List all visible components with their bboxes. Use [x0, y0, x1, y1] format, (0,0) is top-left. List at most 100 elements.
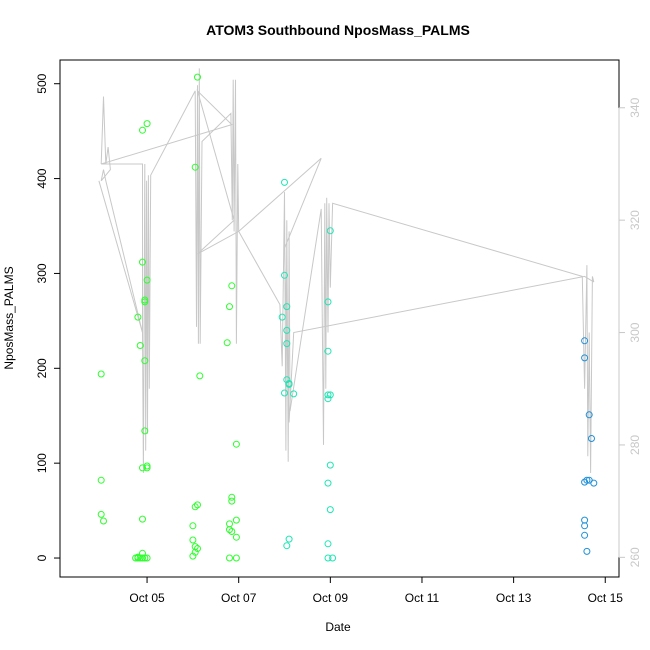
data-point-blue	[583, 476, 591, 484]
secondary-trace	[98, 68, 595, 474]
data-point-green	[139, 258, 146, 266]
data-point-green	[97, 476, 105, 484]
data-point-green	[189, 522, 197, 530]
data-point-blue	[581, 531, 589, 539]
data-point-blue	[585, 411, 593, 419]
x-axis: Oct 05 Oct 07 Oct 09 Oct 11 Oct 13 Oct 15	[129, 576, 623, 605]
data-point-blue	[583, 547, 591, 555]
data-point-green	[141, 554, 149, 562]
data-point-teal	[285, 380, 293, 387]
data-point-green	[232, 440, 240, 448]
chart-title: ATOM3 Southbound NposMass_PALMS	[206, 22, 470, 38]
data-point-blue	[581, 354, 589, 362]
data-point-green	[139, 554, 146, 562]
y-tick-label: 0	[35, 554, 49, 561]
data-point-green	[191, 548, 199, 556]
y-axis: 0 100 200 300 400 500	[35, 73, 61, 561]
data-point-green	[141, 298, 149, 306]
y2-tick-label: 260	[628, 547, 642, 567]
y2-tick-label: 340	[628, 97, 642, 117]
y2-axis: 260 280 300 320 340	[618, 97, 642, 567]
data-point-green	[232, 516, 240, 524]
data-point-teal	[283, 326, 291, 334]
data-point-teal	[290, 390, 298, 398]
trace-connector	[98, 89, 595, 423]
data-point-teal	[281, 271, 288, 279]
data-point-green	[226, 303, 233, 311]
data-point-teal	[283, 542, 291, 550]
data-point-teal	[283, 340, 291, 348]
data-point-green	[143, 554, 151, 562]
data-point-teal	[281, 389, 288, 397]
y2-tick-label: 320	[628, 210, 642, 230]
data-point-blue	[581, 516, 589, 524]
trace-line	[100, 68, 595, 474]
data-point-green	[228, 493, 236, 501]
x-tick-label: Oct 11	[405, 591, 440, 605]
data-point-green	[228, 497, 236, 505]
data-point-green	[134, 313, 142, 321]
data-point-green	[189, 536, 197, 544]
data-point-green	[232, 533, 240, 541]
data-point-green	[97, 510, 105, 518]
data-point-green	[141, 357, 149, 365]
y-tick-label: 100	[35, 453, 49, 473]
data-point-teal	[324, 391, 332, 399]
data-point-teal	[326, 506, 334, 514]
data-point-green	[189, 552, 197, 560]
data-point-green	[191, 503, 199, 511]
y-tick-label: 500	[35, 73, 49, 93]
data-point-teal	[285, 535, 293, 543]
data-point-green	[139, 464, 146, 472]
data-point-blue	[581, 478, 589, 486]
y2-tick-label: 280	[628, 435, 642, 455]
data-point-green	[141, 296, 149, 304]
data-point-green	[143, 120, 151, 128]
data-point-blue	[590, 479, 598, 487]
data-point-green	[191, 163, 199, 171]
data-point-teal	[324, 395, 332, 403]
data-point-green	[223, 339, 231, 347]
data-point-teal	[329, 554, 337, 562]
y-axis-label: NposMass_PALMS	[2, 266, 16, 369]
data-point-green	[143, 276, 151, 284]
data-point-green	[141, 427, 149, 435]
data-point-blue	[581, 337, 589, 345]
data-point-green	[143, 462, 151, 470]
data-point-teal	[324, 540, 332, 548]
data-point-green	[194, 501, 201, 509]
data-point-green	[196, 372, 204, 380]
y2-tick-label: 300	[628, 322, 642, 342]
data-point-blue	[581, 522, 589, 530]
data-point-green	[228, 528, 236, 535]
data-point-teal	[326, 461, 334, 469]
data-point-teal	[283, 303, 291, 311]
data-point-teal	[278, 313, 286, 321]
y-tick-label: 300	[35, 263, 49, 283]
data-point-green	[100, 517, 107, 525]
data-point-green	[228, 282, 236, 290]
data-point-teal	[324, 554, 332, 562]
data-point-green	[232, 554, 240, 562]
data-point-green	[194, 73, 201, 81]
data-point-teal	[324, 479, 332, 487]
x-tick-label: Oct 07	[221, 591, 257, 605]
data-point-green	[136, 342, 144, 349]
data-point-blue	[588, 435, 595, 442]
data-point-green	[139, 126, 146, 134]
data-point-green	[226, 526, 233, 534]
data-point-green	[139, 515, 146, 523]
x-tick-label: Oct 05	[129, 591, 165, 605]
x-tick-label: Oct 09	[313, 591, 349, 605]
data-point-teal	[324, 298, 332, 306]
y-tick-label: 400	[35, 168, 49, 188]
data-point-green	[226, 554, 233, 562]
data-point-teal	[324, 347, 332, 355]
data-points	[97, 73, 598, 562]
x-tick-label: Oct 13	[496, 591, 532, 605]
data-point-teal	[326, 391, 334, 399]
data-point-teal	[326, 227, 334, 235]
data-point-green	[97, 370, 105, 378]
x-axis-label: Date	[325, 620, 351, 634]
